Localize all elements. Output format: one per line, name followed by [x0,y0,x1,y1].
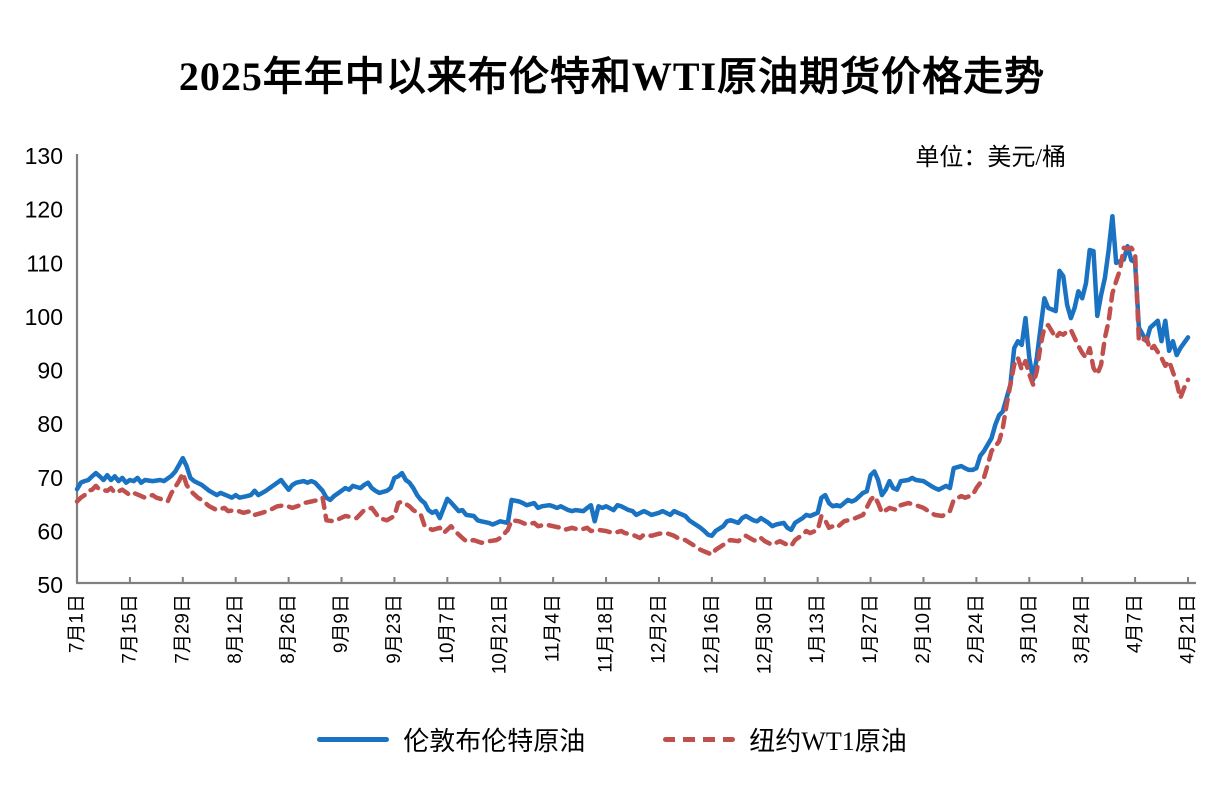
x-tick-label: 3月10日 [1019,594,1040,664]
legend-item-wti: 纽约WT1原油 [663,721,907,758]
x-tick-label: 3月24日 [1072,594,1093,664]
y-tick-label: 70 [37,465,63,491]
x-tick-label: 4月7日 [1125,594,1146,653]
y-tick-label: 90 [37,358,63,384]
x-tick-label: 12月2日 [648,594,669,664]
x-tick-label: 10月7日 [437,594,458,664]
y-tick-label: 130 [25,143,63,169]
brent-solid-line-swatch [317,737,390,742]
x-tick-label: 11月4日 [543,594,564,662]
brent-price-line [74,213,1191,539]
y-tick-label: 100 [25,304,63,330]
legend-item-brent: 伦敦布伦特原油 [317,721,585,758]
y-tick-label: 50 [37,572,63,598]
chart-legend: 伦敦布伦特原油 纽约WT1原油 [0,721,1224,758]
x-tick-label: 10月21日 [490,594,511,674]
x-tick-label: 11月18日 [596,594,617,673]
legend-label-brent: 伦敦布伦特原油 [403,727,586,756]
x-tick-label: 8月26日 [278,594,299,664]
wti-price-line [74,245,1191,557]
x-tick-label: 1月27日 [860,594,881,664]
x-tick-label: 9月9日 [331,594,352,653]
legend-label-wti: 纽约WT1原油 [749,727,907,756]
y-tick-label: 110 [26,250,63,276]
wti-dashed-line-swatch [663,737,736,742]
x-tick-label: 12月30日 [754,594,775,674]
x-tick-label: 12月16日 [701,594,722,674]
x-tick-label: 2月24日 [966,594,987,664]
y-tick-label: 80 [37,411,63,437]
unit-label: 单位：美元/桶 [915,145,1066,171]
x-tick-label: 7月1日 [67,594,88,653]
x-tick-label: 9月23日 [384,594,405,664]
y-tick-label: 60 [37,518,63,544]
y-tick-label: 120 [25,197,63,223]
x-tick-label: 7月29日 [172,594,193,664]
x-tick-label: 1月13日 [807,594,828,664]
x-tick-label: 8月12日 [225,594,246,664]
x-tick-label: 7月15日 [119,594,140,664]
x-tick-label: 4月21日 [1178,594,1199,664]
x-tick-label: 2月10日 [913,594,934,664]
chart-title: 2025年年中以来布伦特和WTI原油期货价格走势 [178,54,1046,99]
